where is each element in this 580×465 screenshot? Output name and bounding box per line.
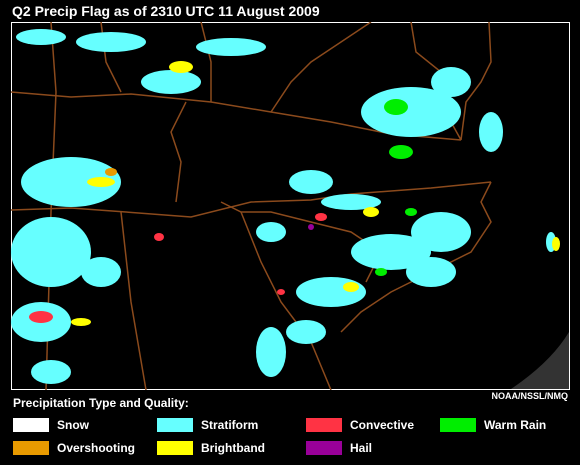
legend-item: Stratiform — [157, 418, 258, 432]
legend-item: Warm Rain — [440, 418, 546, 432]
legend-label: Convective — [350, 418, 415, 432]
legend-swatch — [13, 418, 49, 432]
legend-label: Brightband — [201, 441, 265, 455]
legend-label: Hail — [350, 441, 373, 455]
legend-label: Snow — [57, 418, 89, 432]
legend-item: Hail — [306, 441, 372, 455]
legend-swatch — [440, 418, 476, 432]
precip-map — [11, 22, 570, 390]
credit: NOAA/NSSL/NMQ — [491, 391, 569, 401]
legend-swatch — [13, 441, 49, 455]
legend-swatch — [157, 441, 193, 455]
legend-title: Precipitation Type and Quality: — [13, 396, 189, 410]
legend-item: Brightband — [157, 441, 265, 455]
legend-item: Snow — [13, 418, 89, 432]
title: Q2 Precip Flag as of 2310 UTC 11 August … — [12, 3, 320, 19]
legend-swatch — [157, 418, 193, 432]
legend-item: Overshooting — [13, 441, 135, 455]
legend-swatch — [306, 418, 342, 432]
legend-label: Overshooting — [57, 441, 136, 455]
legend-label: Warm Rain — [484, 418, 547, 432]
legend-swatch — [306, 441, 342, 455]
legend-item: Convective — [306, 418, 414, 432]
legend-label: Stratiform — [201, 418, 259, 432]
